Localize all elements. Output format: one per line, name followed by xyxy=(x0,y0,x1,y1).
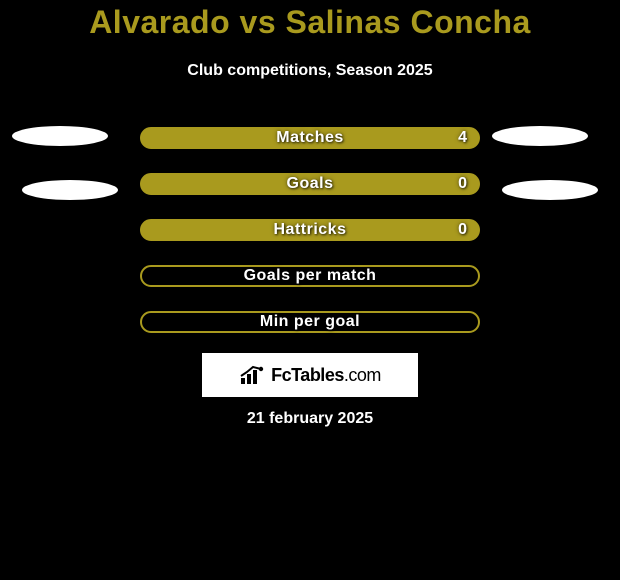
stat-bar-value: 4 xyxy=(458,129,467,147)
side-ellipse xyxy=(502,180,598,200)
stat-bar-label: Goals xyxy=(141,175,479,193)
page-subtitle: Club competitions, Season 2025 xyxy=(0,62,620,80)
stat-bar-label: Matches xyxy=(141,129,479,147)
chart-icon xyxy=(239,364,265,386)
stat-bar-label: Goals per match xyxy=(142,267,478,285)
page-title: Alvarado vs Salinas Concha xyxy=(0,4,620,41)
comparison-infographic: Alvarado vs Salinas Concha Club competit… xyxy=(0,0,620,580)
brand-logo: FcTables.com xyxy=(202,353,418,397)
date-text: 21 february 2025 xyxy=(0,410,620,428)
stat-bar-value: 0 xyxy=(458,175,467,193)
stat-bar-value: 0 xyxy=(458,221,467,239)
stat-bar: Goals per match xyxy=(140,265,480,287)
stat-bar: Matches4 xyxy=(140,127,480,149)
stat-bar: Goals0 xyxy=(140,173,480,195)
stat-bar-label: Hattricks xyxy=(141,221,479,239)
stat-bar-label: Min per goal xyxy=(142,313,478,331)
stat-bar: Hattricks0 xyxy=(140,219,480,241)
brand-logo-text: FcTables.com xyxy=(271,365,381,386)
side-ellipse xyxy=(492,126,588,146)
side-ellipse xyxy=(12,126,108,146)
stat-bar: Min per goal xyxy=(140,311,480,333)
side-ellipse xyxy=(22,180,118,200)
